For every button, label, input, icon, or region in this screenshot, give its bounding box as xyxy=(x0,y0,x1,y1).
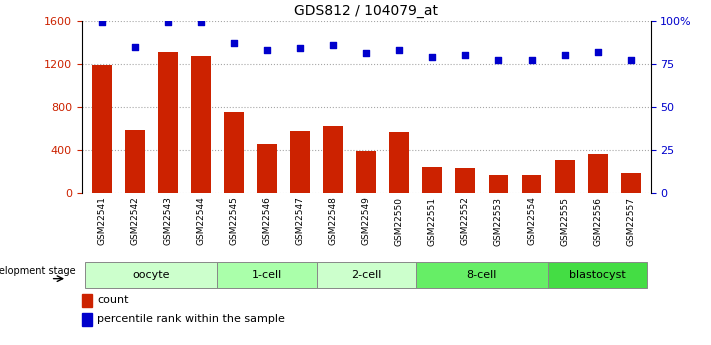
Bar xyxy=(456,168,475,193)
FancyBboxPatch shape xyxy=(316,262,416,288)
Point xyxy=(526,58,538,63)
Bar xyxy=(124,130,144,193)
Point xyxy=(592,49,604,55)
Text: GSM22553: GSM22553 xyxy=(494,197,503,246)
Text: GSM22541: GSM22541 xyxy=(97,197,106,245)
Text: GSM22556: GSM22556 xyxy=(593,197,602,246)
Bar xyxy=(588,155,608,193)
Text: GSM22548: GSM22548 xyxy=(328,197,338,245)
FancyBboxPatch shape xyxy=(548,262,647,288)
Bar xyxy=(82,294,92,307)
Text: GSM22551: GSM22551 xyxy=(428,197,437,246)
Point xyxy=(493,58,504,63)
Bar xyxy=(224,112,244,193)
Bar xyxy=(324,126,343,193)
Text: GSM22544: GSM22544 xyxy=(196,197,205,245)
Bar xyxy=(522,175,542,193)
Bar xyxy=(191,56,210,193)
Point xyxy=(129,44,140,49)
Text: 2-cell: 2-cell xyxy=(351,270,381,280)
Text: oocyte: oocyte xyxy=(132,270,170,280)
FancyBboxPatch shape xyxy=(85,262,218,288)
Bar xyxy=(92,65,112,193)
Text: GSM22557: GSM22557 xyxy=(626,197,635,246)
Point xyxy=(360,51,372,56)
FancyBboxPatch shape xyxy=(416,262,548,288)
Point xyxy=(195,20,206,25)
Bar xyxy=(290,131,310,193)
Text: GSM22552: GSM22552 xyxy=(461,197,470,245)
Title: GDS812 / 104079_at: GDS812 / 104079_at xyxy=(294,4,438,18)
Bar xyxy=(422,167,442,193)
Bar xyxy=(621,173,641,193)
Bar xyxy=(390,132,409,193)
Text: GSM22543: GSM22543 xyxy=(164,197,172,245)
Text: 1-cell: 1-cell xyxy=(252,270,282,280)
Text: GSM22546: GSM22546 xyxy=(262,197,272,245)
Text: blastocyst: blastocyst xyxy=(570,270,626,280)
Bar xyxy=(488,175,508,193)
Point xyxy=(625,58,636,63)
Point xyxy=(327,42,338,48)
Text: percentile rank within the sample: percentile rank within the sample xyxy=(97,314,285,324)
Text: GSM22554: GSM22554 xyxy=(527,197,536,245)
Text: GSM22542: GSM22542 xyxy=(130,197,139,245)
Point xyxy=(559,52,570,58)
Point xyxy=(427,54,438,60)
Bar xyxy=(356,151,376,193)
Point xyxy=(261,47,272,53)
Bar xyxy=(257,144,277,193)
Text: GSM22547: GSM22547 xyxy=(296,197,304,245)
Point xyxy=(294,46,306,51)
Point xyxy=(394,47,405,53)
Bar xyxy=(82,313,92,326)
FancyBboxPatch shape xyxy=(218,262,316,288)
Bar xyxy=(158,52,178,193)
Text: count: count xyxy=(97,295,129,305)
Bar xyxy=(555,160,574,193)
Point xyxy=(228,40,240,46)
Point xyxy=(96,20,107,25)
Text: development stage: development stage xyxy=(0,266,76,276)
Point xyxy=(460,52,471,58)
Text: GSM22555: GSM22555 xyxy=(560,197,569,246)
Text: GSM22545: GSM22545 xyxy=(230,197,238,245)
Text: GSM22549: GSM22549 xyxy=(362,197,370,245)
Text: GSM22550: GSM22550 xyxy=(395,197,404,246)
Point xyxy=(162,20,173,25)
Text: 8-cell: 8-cell xyxy=(466,270,497,280)
